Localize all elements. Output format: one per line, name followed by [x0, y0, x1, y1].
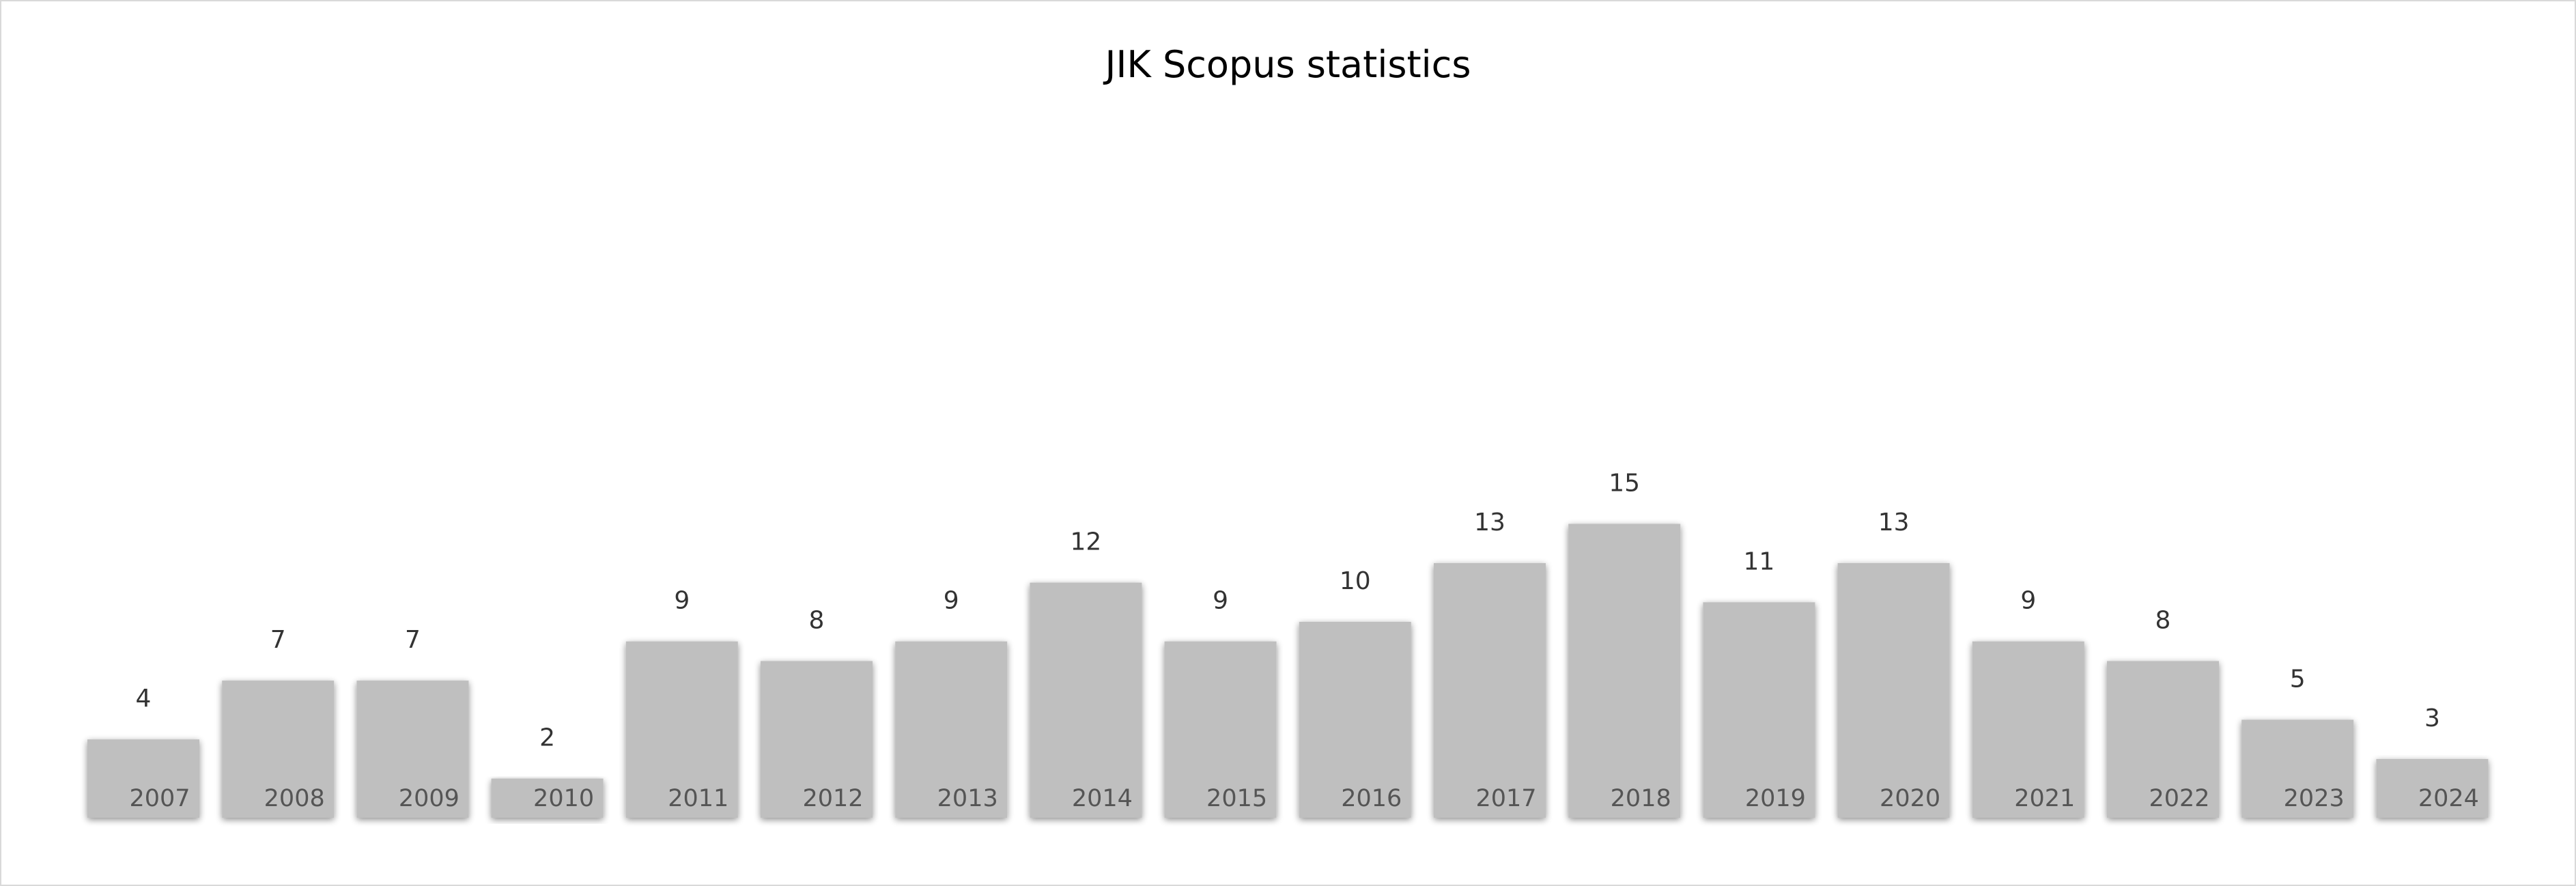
- data-label-2013: 9: [944, 587, 959, 615]
- bar-2008: [222, 681, 335, 818]
- data-label-2023: 5: [2290, 666, 2306, 694]
- bar-2015: [1164, 641, 1277, 818]
- data-label-2019: 11: [1743, 547, 1774, 575]
- value-label-group: 4 7 7 2 9 8 9 12 9 10 13 15 11 13 9 8 5 3: [136, 470, 2440, 752]
- data-label-2008: 7: [270, 626, 286, 654]
- x-tick-label-2009: 2009: [399, 785, 459, 812]
- x-tick-label-2010: 2010: [533, 785, 594, 812]
- x-tick-label-2008: 2008: [264, 785, 325, 812]
- bar-2016: [1299, 622, 1411, 818]
- chart-title: JIK Scopus statistics: [1105, 43, 1471, 86]
- x-tick-label-2024: 2024: [2418, 785, 2479, 812]
- x-tick-label-2022: 2022: [2149, 785, 2209, 812]
- bar-2024: [2376, 758, 2489, 818]
- bar-2014: [1030, 582, 1142, 818]
- x-tick-label-2012: 2012: [802, 785, 863, 812]
- data-label-2010: 2: [539, 724, 555, 752]
- x-tick-label-2014: 2014: [1072, 785, 1133, 812]
- x-tick-label-2011: 2011: [668, 785, 728, 812]
- data-label-2016: 10: [1340, 567, 1371, 595]
- data-label-2009: 7: [405, 626, 421, 654]
- bar-2019: [1703, 602, 1815, 818]
- data-label-2014: 12: [1070, 528, 1101, 556]
- bar-2021: [1972, 641, 2084, 818]
- x-tick-label-2015: 2015: [1206, 785, 1267, 812]
- bar-2007: [87, 739, 199, 818]
- x-tick-label-2021: 2021: [2014, 785, 2075, 812]
- bar-2018: [1568, 524, 1681, 818]
- bar-2022: [2107, 661, 2219, 818]
- x-tick-label-2016: 2016: [1341, 785, 1402, 812]
- x-axis-tick-labels: 2007 2008 2009 2010 2011 2012 2013 2014 2015 2016…: [129, 785, 2478, 812]
- data-label-2024: 3: [2424, 704, 2440, 732]
- x-tick-label-2018: 2018: [1611, 785, 1671, 812]
- data-label-2011: 9: [674, 587, 690, 615]
- bar-2017: [1434, 562, 1546, 818]
- x-tick-label-2013: 2013: [937, 785, 998, 812]
- bar-group: [87, 524, 2489, 818]
- bar-2011: [625, 641, 738, 818]
- data-label-2018: 15: [1609, 470, 1640, 498]
- bar-2013: [895, 641, 1008, 818]
- bar-2010: [491, 778, 604, 818]
- x-tick-label-2023: 2023: [2284, 785, 2345, 812]
- data-label-2007: 4: [136, 685, 152, 713]
- data-label-2021: 9: [2020, 587, 2036, 615]
- bar-2023: [2241, 719, 2354, 818]
- bar-2020: [1837, 562, 1950, 818]
- x-tick-label-2020: 2020: [1880, 785, 1940, 812]
- bar-2009: [356, 681, 469, 818]
- data-label-2022: 8: [2155, 606, 2171, 634]
- x-tick-label-2007: 2007: [129, 785, 190, 812]
- data-label-2015: 9: [1213, 587, 1228, 615]
- bar-2012: [761, 661, 873, 818]
- data-label-2020: 13: [1878, 509, 1910, 537]
- data-label-2012: 8: [809, 606, 825, 634]
- data-label-2017: 13: [1474, 509, 1505, 537]
- x-tick-label-2017: 2017: [1475, 785, 1536, 812]
- x-tick-label-2019: 2019: [1745, 785, 1806, 812]
